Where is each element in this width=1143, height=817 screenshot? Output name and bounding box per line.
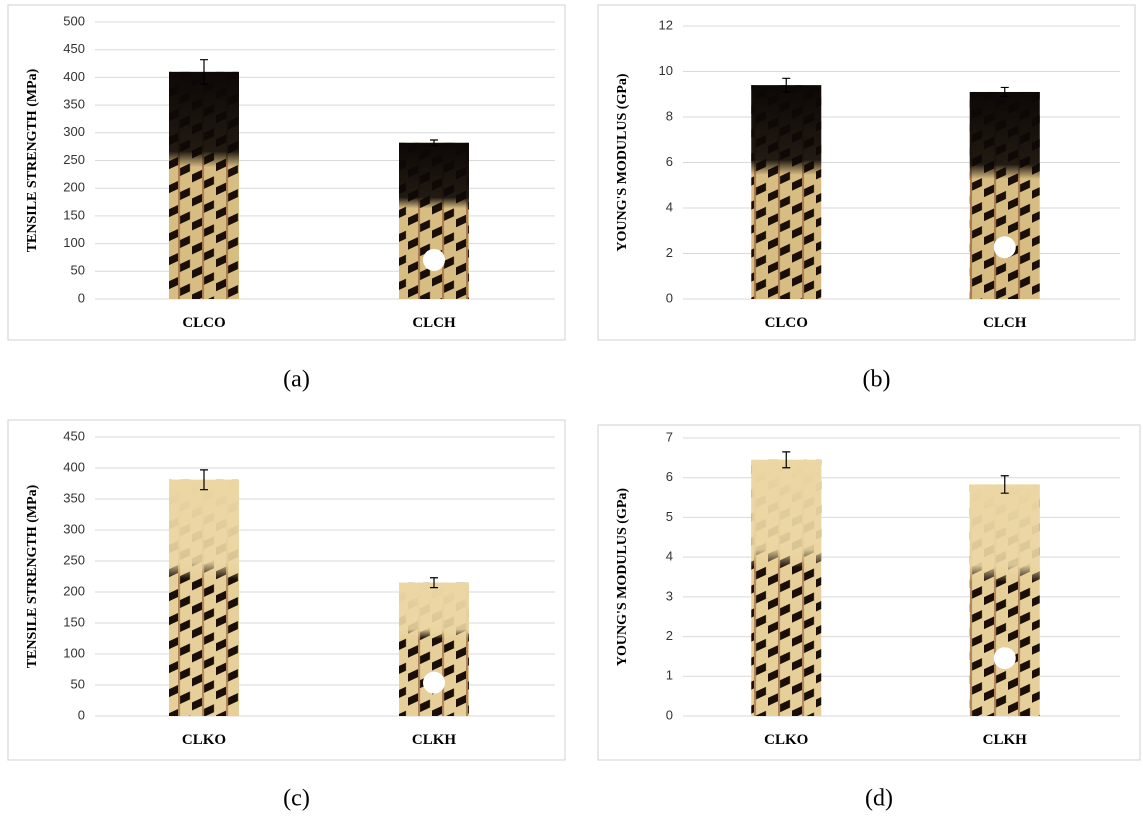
bar-shade bbox=[751, 85, 821, 299]
panel-frame bbox=[8, 420, 565, 760]
y-tick-label: 200 bbox=[63, 583, 85, 598]
y-tick-label: 0 bbox=[78, 290, 85, 305]
y-tick-label: 4 bbox=[666, 199, 673, 214]
y-tick-label: 300 bbox=[63, 521, 85, 536]
y-tick-label: 200 bbox=[63, 180, 85, 195]
bar-group bbox=[169, 72, 239, 299]
y-axis-title: TENSILE STRENGTH (MPa) bbox=[25, 68, 40, 252]
bar-group bbox=[399, 143, 469, 299]
x-tick-label: CLCH bbox=[983, 315, 1027, 331]
y-axis-title: YOUNG'S MODULUS (GPa) bbox=[615, 488, 630, 666]
y-tick-label: 0 bbox=[666, 290, 673, 305]
bar-shade bbox=[399, 143, 469, 299]
panel-label: (d) bbox=[865, 786, 893, 812]
panel-label: (a) bbox=[283, 367, 310, 393]
x-tick-label: CLKH bbox=[412, 732, 457, 748]
y-tick-label: 6 bbox=[666, 154, 673, 169]
y-tick-label: 4 bbox=[666, 549, 673, 564]
y-tick-label: 7 bbox=[666, 429, 673, 444]
bar-group bbox=[751, 460, 821, 716]
y-tick-label: 0 bbox=[78, 707, 85, 722]
x-tick-label: CLKO bbox=[764, 732, 808, 748]
panel-label: (b) bbox=[863, 367, 891, 393]
y-tick-label: 1 bbox=[666, 668, 673, 683]
y-tick-label: 250 bbox=[63, 152, 85, 167]
y-tick-label: 100 bbox=[63, 235, 85, 250]
y-tick-label: 100 bbox=[63, 645, 85, 660]
y-tick-label: 3 bbox=[666, 588, 673, 603]
bar-group bbox=[751, 85, 821, 299]
bar-shade bbox=[751, 460, 821, 716]
y-tick-label: 0 bbox=[666, 707, 673, 722]
panel-frame bbox=[598, 5, 1135, 340]
bar-shade bbox=[169, 72, 239, 299]
x-tick-label: CLKO bbox=[182, 732, 226, 748]
figure: 050100150200250300350400450500TENSILE ST… bbox=[0, 0, 1143, 817]
y-tick-label: 450 bbox=[63, 428, 85, 443]
y-tick-label: 250 bbox=[63, 552, 85, 567]
y-tick-label: 450 bbox=[63, 41, 85, 56]
y-tick-label: 8 bbox=[666, 108, 673, 123]
y-tick-label: 400 bbox=[63, 69, 85, 84]
panel-frame bbox=[8, 5, 565, 340]
bar-group bbox=[169, 480, 239, 716]
bar-shade bbox=[399, 583, 469, 716]
y-tick-label: 400 bbox=[63, 459, 85, 474]
y-axis-title: TENSILE STRENGTH (MPa) bbox=[25, 484, 40, 668]
y-tick-label: 300 bbox=[63, 124, 85, 139]
bar-shade bbox=[169, 480, 239, 716]
y-tick-label: 350 bbox=[63, 490, 85, 505]
y-tick-label: 12 bbox=[659, 17, 673, 32]
bar-group bbox=[970, 92, 1040, 299]
bar-shade bbox=[970, 484, 1040, 716]
x-tick-label: CLKH bbox=[983, 732, 1028, 748]
marker-dot bbox=[994, 236, 1016, 258]
bar-group bbox=[399, 583, 469, 716]
y-axis-title: YOUNG'S MODULUS (GPa) bbox=[615, 73, 630, 251]
panel-label: (c) bbox=[283, 786, 310, 812]
y-tick-label: 500 bbox=[63, 13, 85, 28]
bar-shade bbox=[970, 92, 1040, 299]
panel-frame bbox=[598, 425, 1140, 760]
bar-group bbox=[970, 484, 1040, 716]
y-tick-label: 10 bbox=[659, 63, 673, 78]
y-tick-label: 50 bbox=[71, 676, 85, 691]
marker-dot bbox=[994, 647, 1016, 669]
x-tick-label: CLCH bbox=[412, 315, 456, 331]
y-tick-label: 150 bbox=[63, 207, 85, 222]
y-tick-label: 2 bbox=[666, 245, 673, 260]
x-tick-label: CLCO bbox=[765, 315, 808, 331]
y-tick-label: 50 bbox=[71, 263, 85, 278]
y-tick-label: 5 bbox=[666, 509, 673, 524]
y-tick-label: 350 bbox=[63, 97, 85, 112]
x-tick-label: CLCO bbox=[182, 315, 225, 331]
y-tick-label: 150 bbox=[63, 614, 85, 629]
marker-dot bbox=[423, 672, 445, 694]
y-tick-label: 6 bbox=[666, 469, 673, 484]
y-tick-label: 2 bbox=[666, 628, 673, 643]
marker-dot bbox=[423, 249, 445, 271]
